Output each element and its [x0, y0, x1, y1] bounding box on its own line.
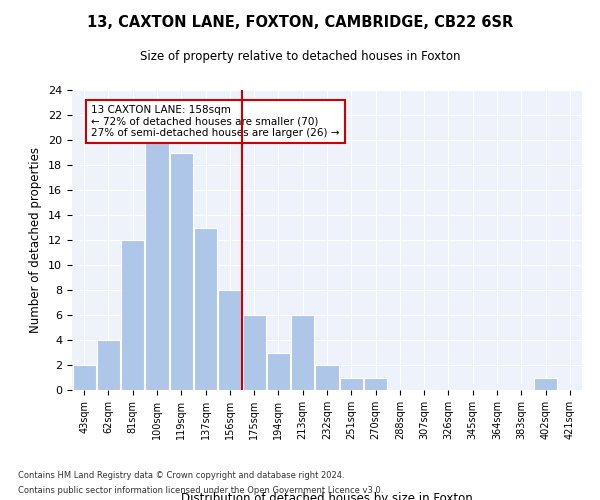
Text: 13 CAXTON LANE: 158sqm
← 72% of detached houses are smaller (70)
27% of semi-det: 13 CAXTON LANE: 158sqm ← 72% of detached…: [91, 105, 340, 138]
Bar: [73, 365, 95, 390]
Text: 13, CAXTON LANE, FOXTON, CAMBRIDGE, CB22 6SR: 13, CAXTON LANE, FOXTON, CAMBRIDGE, CB22…: [87, 15, 513, 30]
Bar: [316, 365, 338, 390]
Bar: [340, 378, 363, 390]
Bar: [242, 315, 266, 390]
Bar: [170, 152, 193, 390]
Bar: [267, 352, 290, 390]
Bar: [291, 315, 314, 390]
Bar: [121, 240, 144, 390]
Y-axis label: Number of detached properties: Number of detached properties: [29, 147, 43, 333]
Bar: [145, 140, 169, 390]
Text: Contains HM Land Registry data © Crown copyright and database right 2024.: Contains HM Land Registry data © Crown c…: [18, 471, 344, 480]
Bar: [534, 378, 557, 390]
Bar: [218, 290, 241, 390]
Text: Size of property relative to detached houses in Foxton: Size of property relative to detached ho…: [140, 50, 460, 63]
Bar: [364, 378, 387, 390]
Bar: [194, 228, 217, 390]
X-axis label: Distribution of detached houses by size in Foxton: Distribution of detached houses by size …: [181, 492, 473, 500]
Bar: [97, 340, 120, 390]
Text: Contains public sector information licensed under the Open Government Licence v3: Contains public sector information licen…: [18, 486, 383, 495]
